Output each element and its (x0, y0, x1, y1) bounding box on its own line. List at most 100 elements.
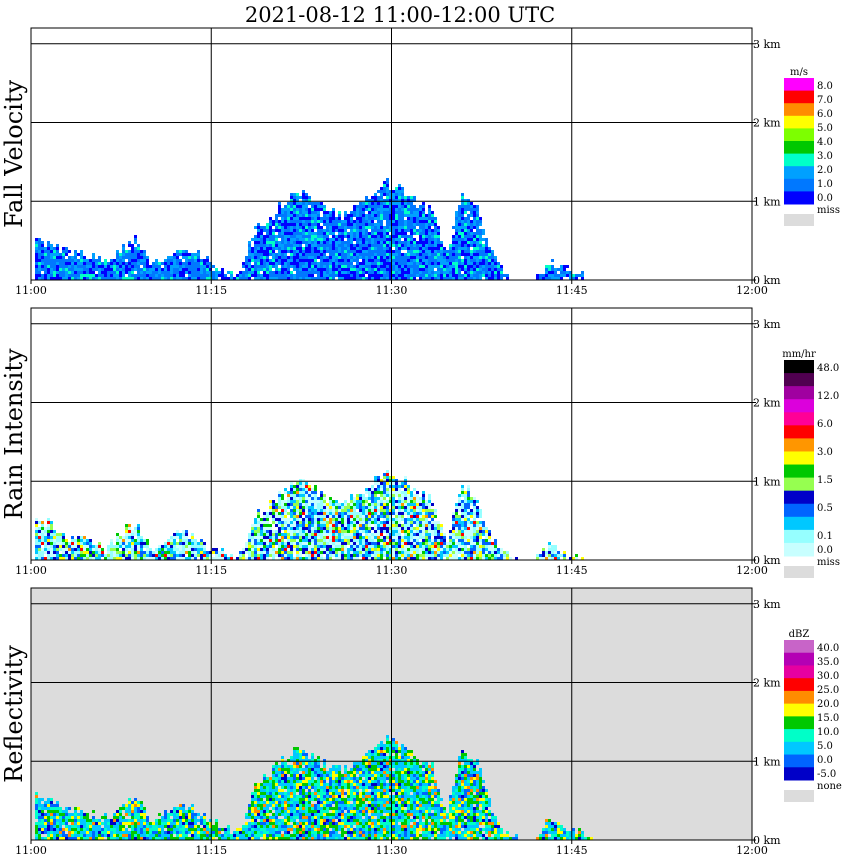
echo-cell (278, 235, 281, 238)
echo-cell (296, 265, 299, 268)
echo-cell (449, 256, 452, 259)
echo-cell (377, 506, 380, 509)
echo-cell (437, 542, 440, 545)
echo-cell (152, 557, 155, 560)
echo-cell (131, 265, 134, 268)
echo-cell (281, 217, 284, 220)
echo-cell (473, 214, 476, 217)
echo-cell (368, 259, 371, 262)
echo-cell (422, 506, 425, 509)
echo-cell (458, 524, 461, 527)
echo-cell (290, 244, 293, 247)
echo-cell (386, 524, 389, 527)
echo-cell (185, 256, 188, 259)
echo-cell (311, 506, 314, 509)
echo-cell (272, 250, 275, 253)
echo-cell (290, 199, 293, 202)
echo-cell (65, 551, 68, 554)
echo-cell (365, 220, 368, 223)
echo-cell (308, 211, 311, 214)
echo-cell (365, 208, 368, 211)
echo-cell (104, 262, 107, 265)
echo-cell (374, 551, 377, 554)
echo-cell (386, 533, 389, 536)
echo-cell (53, 271, 56, 274)
echo-cell (395, 232, 398, 235)
echo-cell (476, 253, 479, 256)
echo-cell (323, 211, 326, 214)
echo-cell (386, 199, 389, 202)
echo-cell (50, 816, 53, 819)
echo-cell (332, 223, 335, 226)
echo-cell (170, 551, 173, 554)
echo-cell (422, 226, 425, 229)
echo-cell (296, 497, 299, 500)
echo-cell (401, 193, 404, 196)
echo-cell (458, 557, 461, 560)
echo-cell (416, 247, 419, 250)
echo-cells (35, 178, 584, 280)
echo-cell (317, 515, 320, 518)
echo-cell (323, 518, 326, 521)
echo-cell (269, 253, 272, 256)
echo-cell (353, 226, 356, 229)
echo-cell (215, 274, 218, 277)
echo-cell (359, 262, 362, 265)
echo-cell (65, 274, 68, 277)
echo-cell (374, 271, 377, 274)
echo-cell (326, 271, 329, 274)
echo-cell (389, 205, 392, 208)
echo-cell (410, 557, 413, 560)
echo-cell (380, 554, 383, 557)
echo-cell (74, 265, 77, 268)
echo-cell (476, 512, 479, 515)
echo-cell (305, 494, 308, 497)
echo-cell (380, 488, 383, 491)
echo-cell (314, 554, 317, 557)
echo-cell (404, 223, 407, 226)
echo-cell (449, 545, 452, 548)
echo-cell (269, 542, 272, 545)
echo-cell (128, 265, 131, 268)
echo-cell (65, 542, 68, 545)
echo-cell (203, 554, 206, 557)
echo-cell (50, 819, 53, 822)
echo-cell (311, 232, 314, 235)
echo-cell (440, 533, 443, 536)
echo-cell (44, 825, 47, 828)
echo-cell (107, 265, 110, 268)
echo-cell (158, 548, 161, 551)
echo-cell (485, 256, 488, 259)
echo-cell (218, 274, 221, 277)
echo-cell (296, 223, 299, 226)
echo-cell (287, 202, 290, 205)
echo-cell (377, 551, 380, 554)
echo-cell (50, 822, 53, 825)
echo-cell (50, 256, 53, 259)
echo-cell (95, 551, 98, 554)
echo-cell (368, 274, 371, 277)
echo-cell (56, 253, 59, 256)
echo-cell (161, 551, 164, 554)
echo-cell (251, 539, 254, 542)
echo-cell (317, 232, 320, 235)
echo-cell (128, 527, 131, 530)
echo-cell (206, 262, 209, 265)
echo-cell (47, 250, 50, 253)
echo-cell (362, 265, 365, 268)
echo-cell (359, 527, 362, 530)
echo-cell (506, 277, 509, 280)
echo-cell (62, 831, 65, 834)
echo-cell (125, 539, 128, 542)
echo-cell (461, 196, 464, 199)
echo-cell (53, 548, 56, 551)
echo-cell (296, 491, 299, 494)
echo-cell (41, 816, 44, 819)
echo-cell (305, 542, 308, 545)
echo-cell (410, 235, 413, 238)
echo-cell (383, 551, 386, 554)
echo-cell (329, 509, 332, 512)
echo-cell (473, 557, 476, 560)
echo-cell (305, 265, 308, 268)
echo-cell (323, 515, 326, 518)
